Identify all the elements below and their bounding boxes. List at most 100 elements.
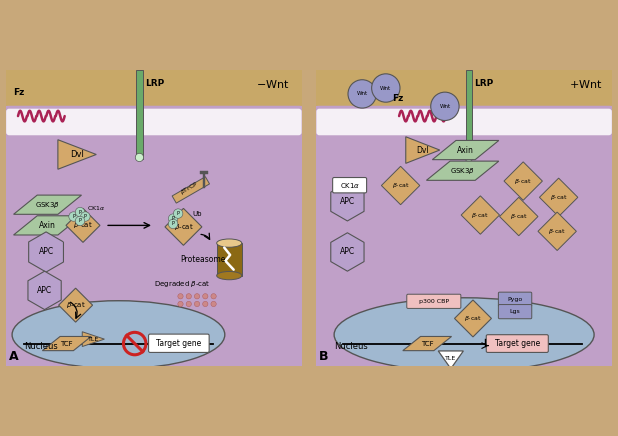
Ellipse shape: [217, 272, 242, 280]
Text: GSK3$\beta$: GSK3$\beta$: [35, 200, 60, 210]
Text: $\beta$-cat: $\beta$-cat: [510, 212, 528, 221]
Text: P: P: [78, 218, 82, 224]
Circle shape: [178, 301, 183, 307]
Text: $\beta$-cat: $\beta$-cat: [514, 177, 532, 186]
Text: B: B: [320, 350, 329, 363]
Circle shape: [186, 293, 192, 299]
Circle shape: [211, 301, 216, 307]
Bar: [136, 70, 143, 159]
FancyBboxPatch shape: [486, 335, 548, 352]
Circle shape: [135, 153, 143, 162]
Text: P: P: [177, 211, 180, 216]
Bar: [217, 243, 242, 276]
Text: A: A: [9, 350, 19, 363]
Bar: [6, 65, 302, 123]
Text: Fz: Fz: [392, 94, 404, 103]
FancyBboxPatch shape: [407, 294, 461, 308]
Text: $\beta$-cat: $\beta$-cat: [472, 211, 489, 220]
FancyBboxPatch shape: [332, 177, 366, 193]
Polygon shape: [461, 196, 499, 234]
Polygon shape: [540, 178, 578, 217]
Text: $\beta$TrCP: $\beta$TrCP: [179, 180, 200, 198]
Polygon shape: [406, 137, 440, 164]
Polygon shape: [58, 140, 96, 169]
Circle shape: [168, 214, 178, 223]
Text: TCF: TCF: [61, 341, 73, 347]
Circle shape: [203, 293, 208, 299]
Text: Lgs: Lgs: [510, 309, 520, 314]
Text: $-$Wnt: $-$Wnt: [256, 78, 290, 89]
Text: TLE: TLE: [445, 356, 457, 361]
Polygon shape: [331, 233, 364, 271]
Polygon shape: [28, 271, 61, 310]
Text: Pygo: Pygo: [507, 297, 523, 302]
Polygon shape: [172, 177, 210, 203]
Polygon shape: [433, 140, 499, 160]
Polygon shape: [499, 198, 538, 236]
Text: APC: APC: [37, 286, 52, 295]
FancyBboxPatch shape: [148, 334, 209, 352]
Bar: [203, 172, 205, 188]
Text: P: P: [78, 210, 82, 215]
Polygon shape: [59, 288, 93, 322]
Text: Fz: Fz: [14, 88, 25, 97]
Text: TCF: TCF: [421, 341, 433, 347]
Polygon shape: [381, 166, 420, 205]
Ellipse shape: [334, 298, 594, 371]
Text: $\beta$-cat: $\beta$-cat: [549, 193, 567, 202]
Text: Nucleus: Nucleus: [334, 342, 368, 351]
Text: P: P: [172, 216, 174, 221]
Text: $\beta$-cat: $\beta$-cat: [548, 227, 566, 236]
Bar: [200, 171, 208, 174]
Circle shape: [195, 301, 200, 307]
Text: Dvl: Dvl: [417, 146, 429, 154]
Circle shape: [80, 212, 90, 221]
Text: Dvl: Dvl: [70, 150, 84, 159]
Text: $\beta$-cat: $\beta$-cat: [464, 314, 482, 323]
Circle shape: [431, 92, 459, 120]
Text: Degraded $\beta$-cat: Degraded $\beta$-cat: [154, 279, 210, 290]
Text: APC: APC: [340, 248, 355, 256]
Polygon shape: [165, 208, 202, 245]
Circle shape: [195, 293, 200, 299]
Polygon shape: [438, 351, 464, 369]
Ellipse shape: [12, 301, 225, 369]
Bar: [465, 70, 472, 159]
Polygon shape: [454, 300, 491, 337]
Text: $\beta$-cat: $\beta$-cat: [392, 181, 410, 190]
Text: GSK3$\beta$: GSK3$\beta$: [450, 166, 475, 176]
Circle shape: [211, 293, 216, 299]
Text: Axin: Axin: [457, 146, 474, 154]
Text: Proteasome: Proteasome: [180, 255, 226, 264]
Polygon shape: [538, 212, 577, 251]
Circle shape: [75, 208, 85, 217]
Polygon shape: [14, 216, 82, 235]
Text: p300 CBP: p300 CBP: [418, 299, 449, 304]
Polygon shape: [82, 332, 104, 347]
Text: Nucleus: Nucleus: [24, 342, 57, 351]
Text: Target gene: Target gene: [156, 339, 201, 348]
Circle shape: [178, 293, 183, 299]
FancyBboxPatch shape: [0, 106, 310, 371]
Text: Ub: Ub: [193, 211, 202, 217]
FancyBboxPatch shape: [308, 106, 618, 371]
FancyBboxPatch shape: [498, 292, 531, 307]
Text: LRP: LRP: [145, 79, 164, 88]
Text: $\beta$-cat: $\beta$-cat: [73, 220, 93, 230]
Text: Target gene: Target gene: [494, 339, 540, 348]
FancyBboxPatch shape: [498, 305, 531, 319]
Polygon shape: [403, 337, 452, 351]
Circle shape: [465, 153, 473, 162]
Text: $+$Wnt: $+$Wnt: [569, 78, 603, 89]
Circle shape: [186, 301, 192, 307]
Text: $\beta$-cat: $\beta$-cat: [174, 222, 193, 232]
Circle shape: [348, 80, 376, 108]
Text: LRP: LRP: [475, 79, 494, 88]
Circle shape: [75, 216, 85, 226]
Circle shape: [371, 74, 400, 102]
Text: TLE: TLE: [88, 337, 99, 342]
Polygon shape: [66, 208, 100, 242]
Text: Wnt: Wnt: [439, 104, 451, 109]
Text: CK1$\alpha$: CK1$\alpha$: [87, 204, 106, 211]
Polygon shape: [331, 183, 364, 221]
